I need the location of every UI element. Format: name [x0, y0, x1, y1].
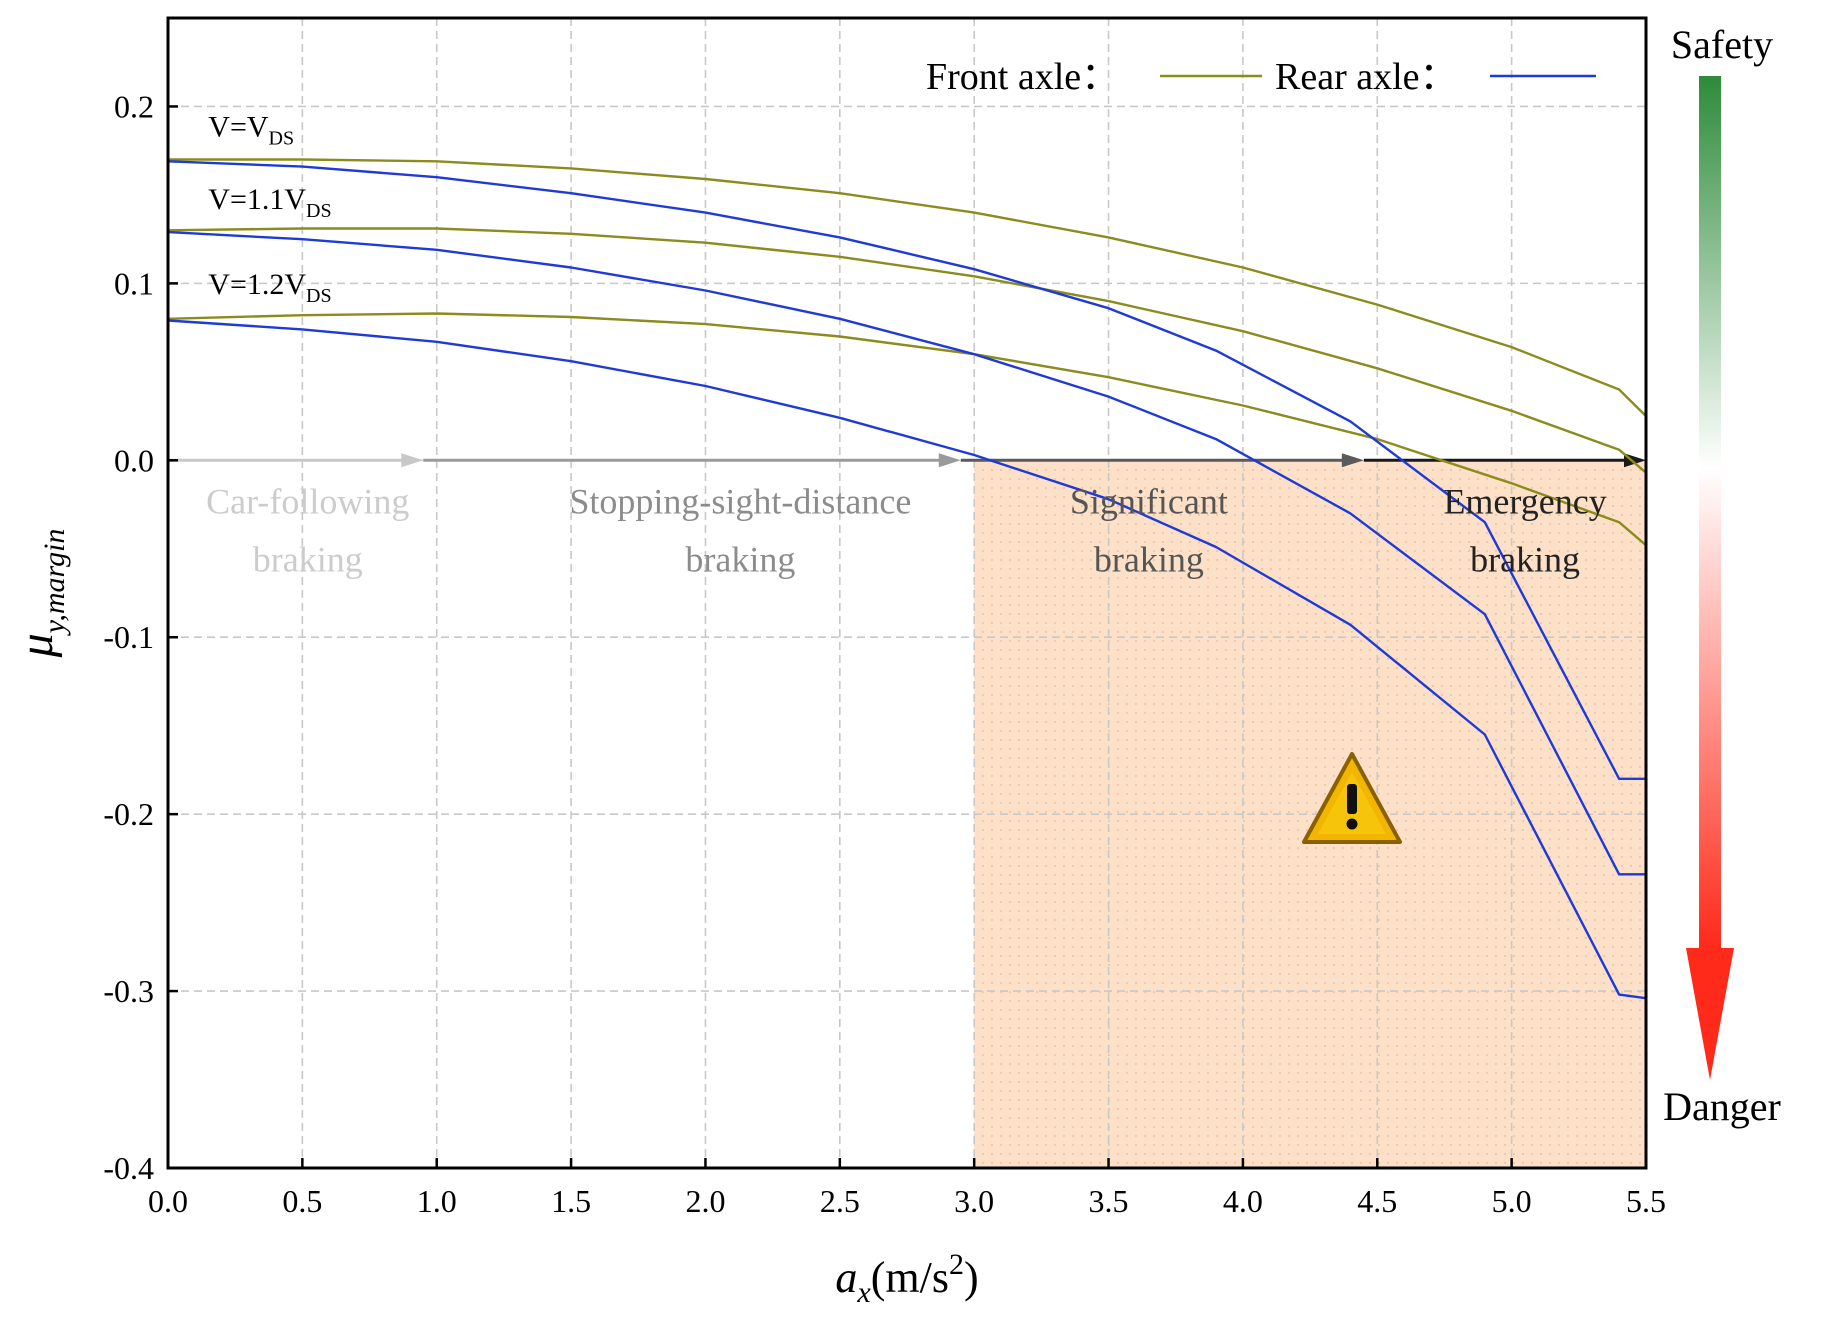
x-tick-label: 0.0	[148, 1183, 188, 1219]
safety-scale-bar	[1699, 76, 1721, 948]
front-axle-line	[168, 227, 1646, 474]
phase-labels: Car-following braking Stopping-sight-dista…	[206, 481, 1607, 579]
x-axis-unit: (m/s	[871, 1253, 949, 1302]
safety-label: Safety	[1671, 22, 1773, 67]
legend-label-rear: Rear axle：	[1275, 56, 1458, 98]
curve-labels: V=VDS V=1.1VDS V=1.2VDS	[208, 111, 331, 307]
x-tick-label: 4.5	[1357, 1183, 1397, 1219]
x-tick-label: 3.0	[954, 1183, 994, 1219]
phase-label-line2: braking	[685, 539, 795, 579]
legend: Front axle： Rear axle：	[926, 56, 1596, 98]
x-tick-label: 2.0	[685, 1183, 725, 1219]
y-tick-label: -0.1	[103, 619, 154, 655]
y-tick-label: 0.0	[114, 442, 154, 478]
legend-label-front: Front axle：	[926, 56, 1119, 98]
curve-label: V=VDS	[208, 111, 294, 150]
y-tick-label: 0.2	[114, 88, 154, 124]
x-axis-symbol-sub: x	[856, 1276, 871, 1309]
zero-arrow-head	[1624, 453, 1646, 468]
y-axis-symbol: μ	[10, 633, 63, 658]
phase-label-line1: Stopping-sight-distance	[569, 481, 911, 521]
danger-label: Danger	[1663, 1084, 1781, 1129]
y-tick-label: -0.3	[103, 973, 154, 1009]
zero-arrow	[168, 453, 1646, 468]
plot-frame	[166, 16, 1648, 1170]
grid	[168, 18, 1646, 1168]
y-axis-label: μy,margin	[10, 529, 71, 659]
x-axis-unit-sup: 2	[949, 1248, 964, 1281]
phase-label-line1: Car-following	[206, 481, 409, 521]
phase-label-line2: braking	[1470, 539, 1580, 579]
x-axis-label: ax(m/s2)	[835, 1248, 978, 1309]
rear-axle-line	[168, 160, 1646, 780]
y-tick-label: 0.1	[114, 265, 154, 301]
warning-triangle-icon	[1302, 752, 1402, 844]
x-tick-label: 3.5	[1089, 1183, 1129, 1219]
x-tick-label: 5.5	[1626, 1183, 1666, 1219]
x-tick-label: 1.5	[551, 1183, 591, 1219]
x-axis-symbol: a	[835, 1253, 857, 1302]
x-tick-label: 5.0	[1492, 1183, 1532, 1219]
svg-text:μy,margin: μy,margin	[10, 529, 71, 659]
phase-label-line1: Significant	[1070, 481, 1228, 521]
x-axis-unit-close: )	[964, 1253, 979, 1302]
curve-label: V=1.2VDS	[208, 268, 331, 307]
zero-arrow-head	[401, 453, 424, 468]
zero-arrow-head	[938, 453, 961, 468]
y-axis-symbol-sub: y,margin	[38, 529, 71, 637]
safety-scale: Safety Danger	[1663, 22, 1781, 1129]
axes: 0.0 0.5 1.0 1.5 2.0 2.5 3.0 3.5 4.0 4.5 5.0 5.5 -0.4…	[103, 88, 1666, 1219]
front-axle-line	[168, 158, 1646, 417]
curve-label: V=1.1VDS	[208, 183, 331, 222]
svg-text:ax(m/s2): ax(m/s2)	[835, 1248, 978, 1309]
x-tick-label: 2.5	[820, 1183, 860, 1219]
phase-label-line1: Emergency	[1443, 481, 1606, 521]
y-tick-label: -0.2	[103, 796, 154, 832]
phase-label-line2: braking	[253, 539, 363, 579]
x-tick-label: 4.0	[1223, 1183, 1263, 1219]
phase-label-line2: braking	[1094, 539, 1204, 579]
zero-arrow-head	[1341, 453, 1364, 468]
y-tick-label: -0.4	[103, 1150, 154, 1186]
series	[168, 158, 1646, 1000]
rear-axle-line	[168, 230, 1646, 876]
rear-axle-line	[168, 319, 1646, 1000]
x-tick-label: 0.5	[282, 1183, 322, 1219]
x-tick-label: 1.0	[417, 1183, 457, 1219]
danger-arrow-head	[1686, 948, 1734, 1080]
